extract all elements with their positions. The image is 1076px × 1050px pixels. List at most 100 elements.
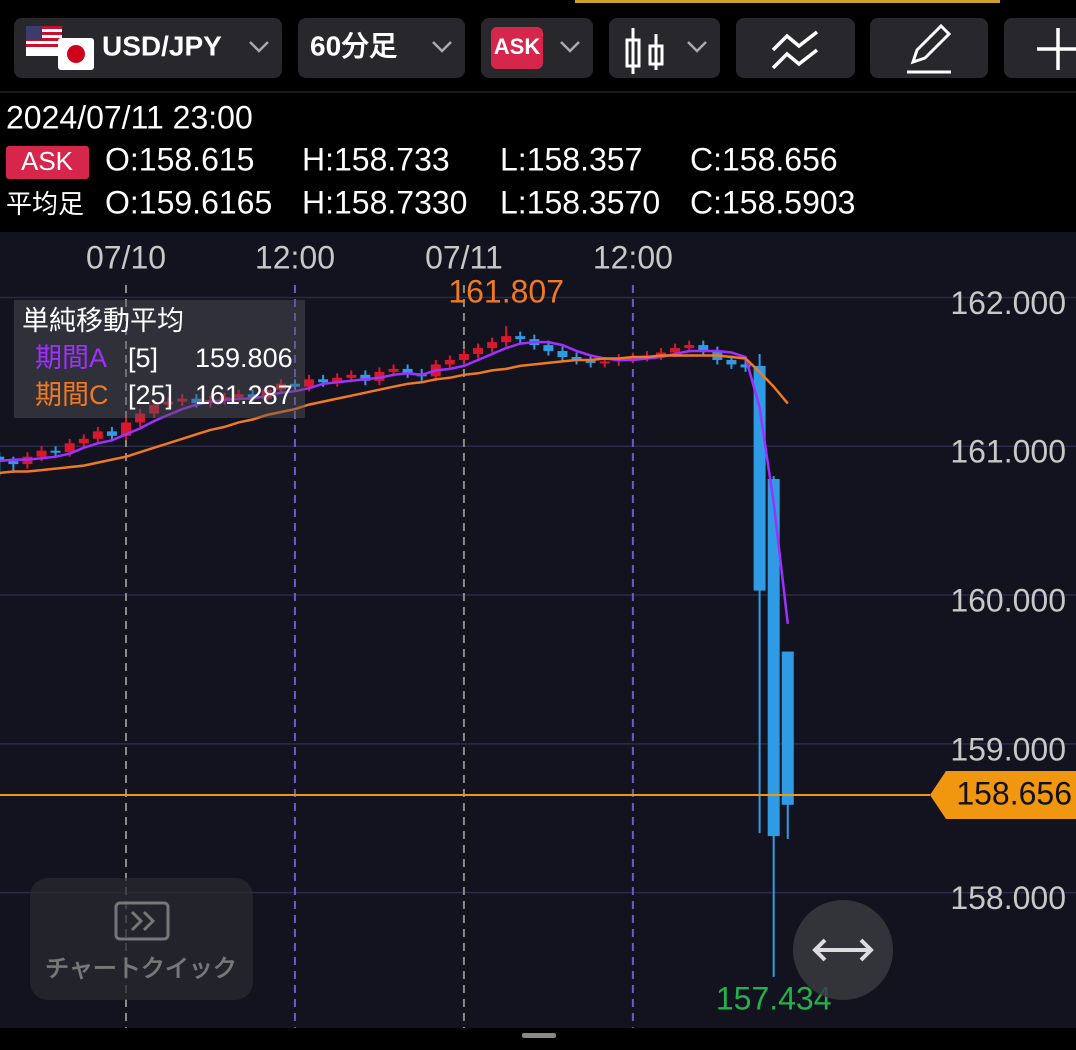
candle-body	[740, 364, 751, 368]
candle-body	[726, 359, 737, 365]
candle-body	[219, 397, 230, 401]
toolbar: USD/JPY 60分足 ASK	[14, 18, 1076, 78]
chevron	[249, 41, 269, 53]
candle-body	[8, 461, 19, 465]
y-tick-label: 160.000	[950, 582, 1066, 618]
crosshair-icon	[1037, 28, 1076, 70]
side-badge-text: ASK	[21, 146, 74, 176]
candle-icon	[625, 28, 664, 74]
candle-body	[444, 359, 455, 365]
side: ASK	[494, 34, 541, 59]
candle-body	[36, 450, 47, 457]
candle-body	[585, 359, 596, 363]
candle-body	[121, 422, 131, 436]
side-badge	[491, 27, 543, 69]
quick-icon	[130, 910, 156, 932]
candle-body	[318, 379, 329, 383]
x-tick-label: 12:00	[255, 239, 335, 275]
x-tick-label: 12:00	[593, 239, 673, 275]
candle-body	[106, 431, 117, 436]
y-tick-label: 159.000	[950, 731, 1066, 767]
candle-body	[92, 431, 103, 439]
candle-body	[599, 361, 610, 364]
candle-body	[50, 450, 61, 453]
heikin-close: C:158.5903	[690, 184, 855, 220]
candle-body	[684, 345, 695, 349]
candle-body	[515, 336, 526, 340]
us-flag	[26, 38, 62, 41]
candle-body	[557, 351, 568, 357]
chart: 158.000 159.000 160.000 161.000 162.000 07/10…	[0, 239, 1076, 1028]
candle-body	[233, 394, 244, 398]
ma-line	[0, 354, 789, 475]
candle-body	[135, 413, 146, 423]
candle-body	[275, 383, 286, 390]
candle-body	[261, 389, 272, 399]
candle-body	[458, 354, 469, 360]
overlay: チャートクイック	[30, 878, 893, 1038]
candle-body	[78, 438, 89, 444]
x-tick-label: 07/10	[86, 239, 166, 275]
heikin-label: 平均足	[6, 189, 84, 219]
candle-body	[177, 398, 188, 402]
y-tick-label: 158.000	[950, 880, 1066, 916]
candle-body	[374, 371, 385, 381]
chevron	[432, 41, 452, 53]
ma-line	[0, 340, 790, 625]
chevron	[687, 41, 707, 53]
candle-body	[332, 377, 343, 383]
candle-body	[543, 345, 554, 352]
us-flag	[26, 26, 62, 29]
top-accent	[575, 0, 1000, 3]
chart-type-button[interactable]	[609, 18, 720, 78]
indicator-button[interactable]	[736, 18, 855, 78]
pencil-icon	[907, 23, 952, 74]
candle-body	[670, 348, 681, 353]
datetime: 2024/07/11 23:00	[6, 99, 253, 135]
candle-body	[698, 345, 709, 352]
heikin-low: L:158.3570	[500, 184, 660, 220]
y-tick-label: 162.000	[950, 285, 1066, 321]
candle-body	[289, 383, 300, 387]
quick-label: チャートクイック	[45, 955, 237, 982]
ask-low: L:158.357	[500, 141, 642, 177]
candle-body	[753, 365, 766, 591]
current-price-label: 158.656	[956, 775, 1072, 811]
candle-body	[473, 348, 483, 355]
candle-body	[781, 651, 794, 805]
legend-value: 161.287	[195, 380, 293, 410]
candle-body	[191, 398, 202, 404]
candle-body	[767, 478, 780, 837]
us-flag	[26, 32, 62, 35]
scroll-icon	[812, 938, 874, 962]
ask-close: C:158.656	[690, 141, 838, 177]
legend-period: [25]	[128, 380, 173, 410]
candle-body	[247, 394, 258, 399]
draw-button[interactable]	[870, 18, 988, 78]
timeframe-button[interactable]	[298, 18, 465, 78]
jp-flag	[67, 45, 85, 63]
indicator-icon	[771, 30, 819, 70]
ask-open: O:158.615	[105, 141, 254, 177]
legend-value: 159.806	[195, 343, 293, 373]
legend-title: 単純移動平均	[22, 306, 184, 336]
heikin-high: H:158.7330	[302, 184, 467, 220]
chevron	[560, 41, 580, 53]
candle-body	[149, 404, 160, 414]
candle-body	[0, 456, 5, 462]
info: 2024/07/11 23:00 ASK O:158.615 H:158.733…	[6, 99, 855, 220]
y-tick-label: 161.000	[950, 434, 1066, 470]
candle-body	[501, 336, 512, 343]
candle-body	[346, 374, 357, 378]
x-tick-label: 07/11	[425, 239, 503, 275]
candle-body	[360, 374, 371, 381]
candle-body	[402, 368, 413, 374]
ask-high: H:158.733	[302, 141, 450, 177]
us-flag	[26, 44, 62, 47]
legend-box	[14, 300, 305, 418]
current-price-tag	[930, 771, 1076, 820]
candle-body	[64, 443, 75, 453]
candle-body	[388, 368, 399, 372]
